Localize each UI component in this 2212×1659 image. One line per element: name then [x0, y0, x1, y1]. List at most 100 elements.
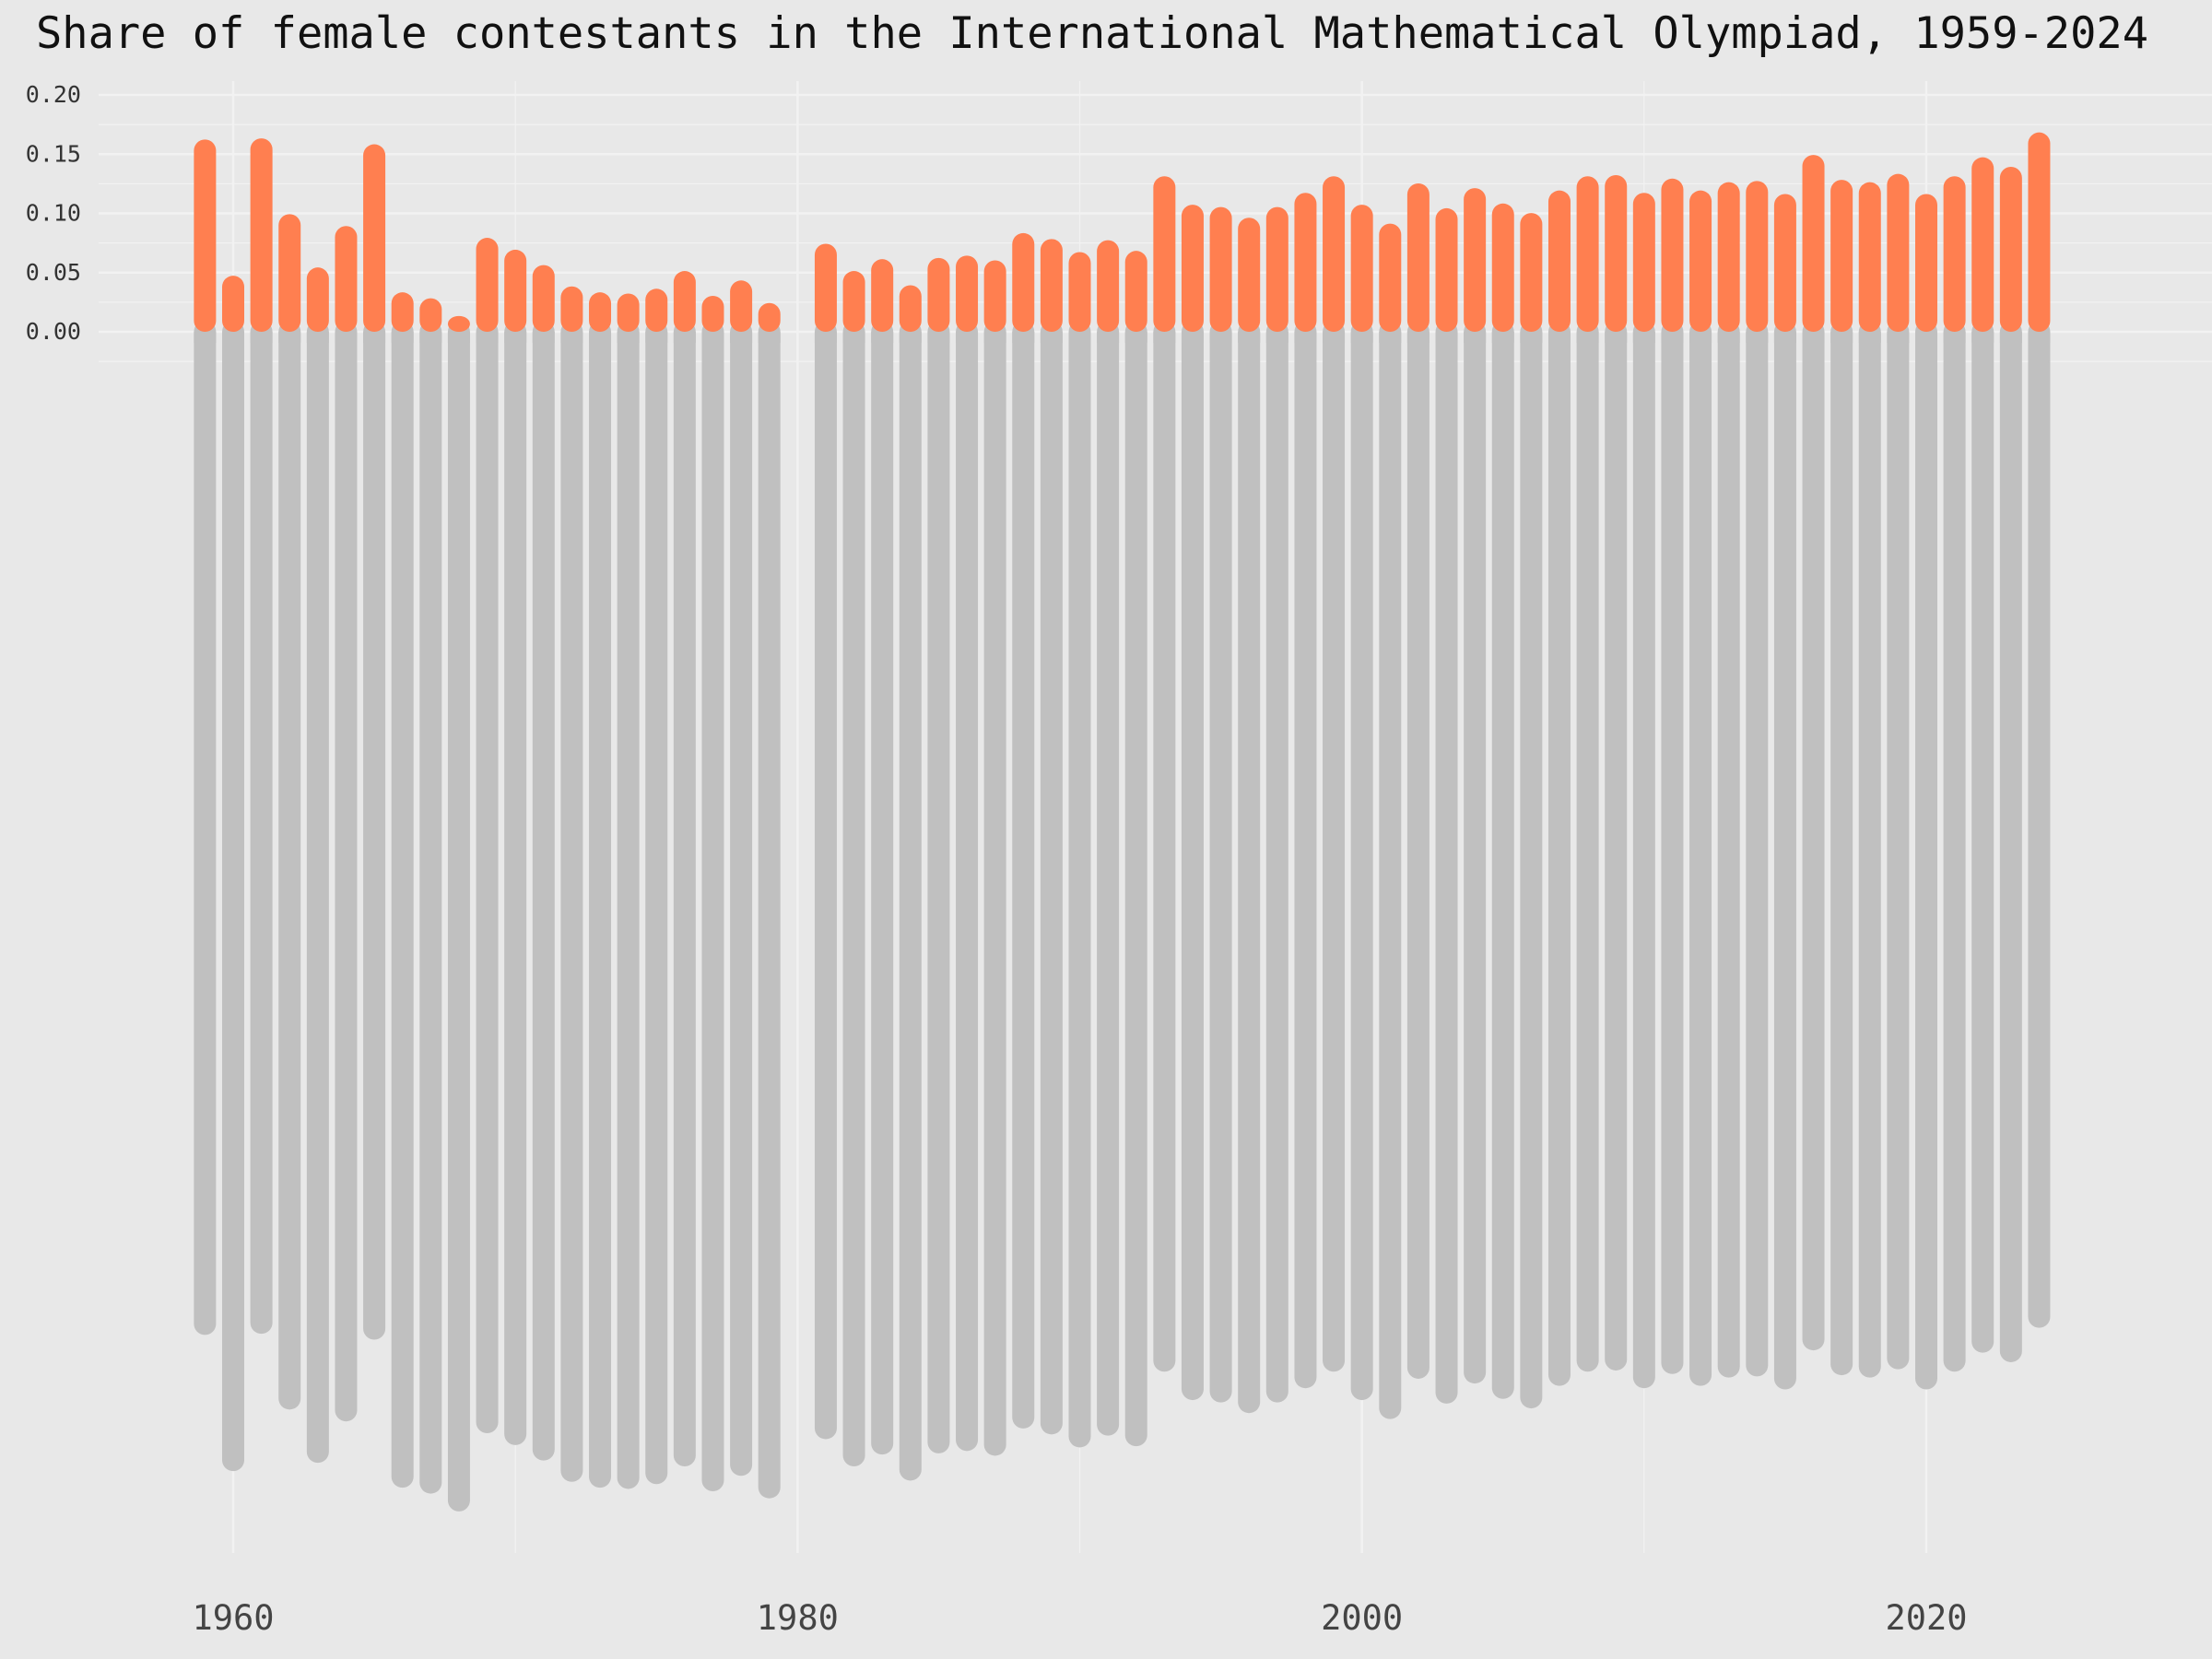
bar-female-1971: [532, 265, 555, 332]
bar-rest-cap-2006: [1520, 332, 1543, 343]
bar-female-2018: [1858, 182, 1881, 332]
bar-female-1970: [504, 249, 527, 332]
bar-female-1977: [701, 296, 724, 332]
bar-female-1965: [363, 144, 386, 332]
bar-rest-cap-2001: [1379, 332, 1402, 343]
bar-rest-cap-1968: [447, 332, 470, 343]
bar-rest-1997: [1265, 321, 1288, 1403]
bar-female-2006: [1520, 213, 1543, 332]
bar-rest-1988: [1012, 321, 1035, 1429]
bar-female-1997: [1265, 206, 1288, 332]
bar-rest-cap-2022: [1971, 332, 1994, 343]
bar-rest-cap-1979: [758, 332, 781, 343]
bar-rest-1964: [335, 321, 358, 1422]
bar-rest-cap-1986: [956, 332, 979, 343]
bar-rest-cap-1971: [532, 332, 555, 343]
bar-female-2000: [1350, 205, 1373, 332]
bar-rest-2016: [1802, 321, 1825, 1351]
bar-rest-cap-1966: [391, 332, 414, 343]
bar-rest-cap-2008: [1576, 332, 1599, 343]
bar-rest-2020: [1915, 321, 1937, 1390]
bar-female-1989: [1040, 239, 1063, 332]
bar-female-2007: [1547, 190, 1571, 332]
bar-rest-cap-1997: [1265, 332, 1288, 343]
bar-rest-1977: [701, 321, 724, 1492]
bar-female-2012: [1689, 190, 1712, 332]
bar-rest-1985: [927, 321, 950, 1453]
bar-rest-cap-2002: [1406, 332, 1430, 343]
bar-rest-cap-2004: [1464, 332, 1487, 343]
bar-rest-1996: [1238, 321, 1261, 1414]
bar-rest-1966: [391, 321, 414, 1488]
bars-layer: [194, 132, 2051, 1512]
bar-rest-cap-2020: [1915, 332, 1937, 343]
bar-rest-1976: [673, 321, 696, 1467]
bar-rest-1992: [1124, 321, 1147, 1447]
bar-rest-cap-1994: [1181, 332, 1204, 343]
bar-rest-cap-1965: [363, 332, 386, 343]
bar-rest-1972: [560, 321, 583, 1482]
bar-female-1975: [645, 288, 668, 332]
bar-female-1988: [1012, 232, 1035, 332]
bar-rest-cap-1978: [730, 332, 753, 343]
bar-female-2024: [2028, 132, 2051, 332]
bar-rest-1994: [1181, 321, 1204, 1401]
bar-rest-1978: [730, 321, 753, 1477]
bar-female-2004: [1464, 188, 1487, 332]
x-tick-label: 1980: [757, 1598, 839, 1638]
bar-rest-2011: [1661, 321, 1684, 1374]
bar-rest-2008: [1576, 321, 1599, 1372]
bar-rest-cap-1995: [1209, 332, 1232, 343]
bar-rest-cap-2009: [1605, 332, 1628, 343]
bar-rest-1998: [1294, 321, 1317, 1389]
bar-rest-cap-2019: [1887, 332, 1910, 343]
bar-rest-cap-2014: [1746, 332, 1769, 343]
bar-female-2013: [1717, 182, 1740, 332]
bar-rest-1989: [1040, 321, 1063, 1435]
bar-rest-2017: [1830, 321, 1853, 1376]
bar-female-2010: [1632, 193, 1655, 332]
y-tick-label: 0.10: [26, 200, 81, 227]
bar-rest-cap-1972: [560, 332, 583, 343]
bar-rest-2015: [1773, 321, 1796, 1390]
bar-female-1973: [589, 292, 612, 332]
bar-female-1996: [1238, 218, 1261, 332]
bar-rest-cap-1987: [983, 332, 1006, 343]
bar-rest-1960: [222, 321, 244, 1472]
bar-rest-1961: [250, 321, 273, 1335]
bar-rest-1973: [589, 321, 612, 1488]
bar-rest-cap-2018: [1858, 332, 1881, 343]
bar-female-1999: [1323, 176, 1346, 332]
bar-female-2011: [1661, 178, 1684, 332]
bar-female-1981: [814, 243, 837, 332]
bar-rest-cap-1974: [617, 332, 640, 343]
bar-rest-1990: [1068, 321, 1091, 1448]
bar-female-1982: [842, 271, 865, 332]
bar-rest-2013: [1717, 321, 1740, 1378]
bar-rest-cap-1999: [1323, 332, 1346, 343]
axis-layer: 0.00 0.05 0.10 0.15 0.20 1960 1980 2000 2020: [26, 81, 1968, 1638]
bar-rest-1981: [814, 321, 837, 1440]
bar-rest-cap-1996: [1238, 332, 1261, 343]
bar-rest-cap-1984: [899, 332, 922, 343]
bar-female-1967: [419, 298, 442, 332]
bar-rest-2006: [1520, 321, 1543, 1409]
bar-female-2003: [1435, 207, 1458, 332]
bar-female-1969: [476, 238, 499, 332]
bar-female-1992: [1124, 251, 1147, 332]
bar-rest-1969: [476, 321, 499, 1434]
bar-rest-cap-2012: [1689, 332, 1712, 343]
bar-rest-2000: [1350, 321, 1373, 1401]
x-tick-label: 2000: [1321, 1598, 1403, 1638]
bar-rest-cap-2003: [1435, 332, 1458, 343]
bar-rest-2002: [1406, 321, 1430, 1379]
chart-title: Share of female contestants in the Inter…: [36, 8, 2148, 59]
bar-rest-cap-1985: [927, 332, 950, 343]
bar-rest-cap-1991: [1097, 332, 1120, 343]
bar-rest-2019: [1887, 321, 1910, 1370]
bar-rest-2005: [1491, 321, 1514, 1399]
bar-female-1972: [560, 286, 583, 332]
bar-rest-cap-2005: [1491, 332, 1514, 343]
bar-rest-cap-1981: [814, 332, 837, 343]
bar-rest-cap-1961: [250, 332, 273, 343]
